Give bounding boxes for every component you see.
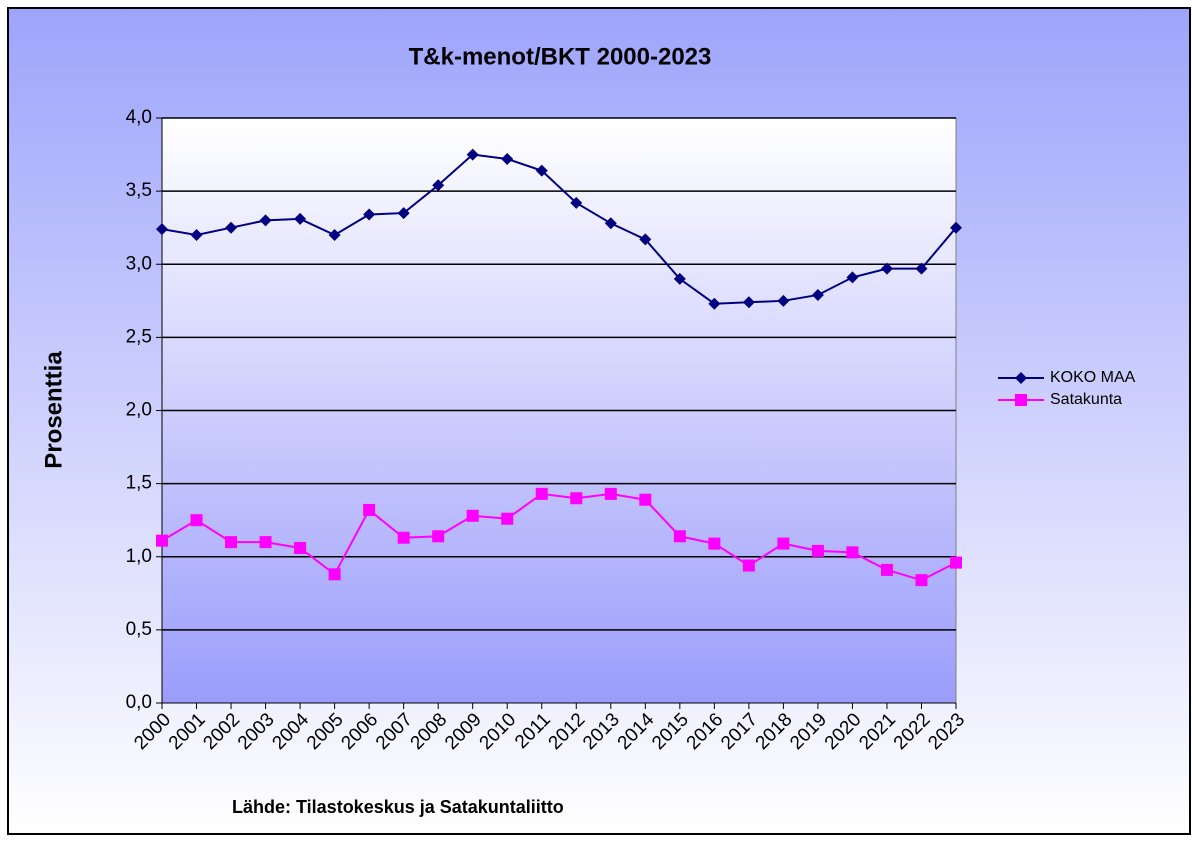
y-tick-label: 1,0 [126,546,152,567]
marker [846,271,859,284]
marker [639,233,652,246]
marker [950,556,962,569]
marker [708,297,721,310]
y-tick-label: 2,5 [126,326,152,347]
source-note: Lähde: Tilastokeskus ja Satakuntaliitto [232,797,564,817]
marker [466,148,479,161]
marker [535,487,548,500]
marker [639,493,652,506]
marker [328,568,341,581]
y-axis-label: Prosenttia [40,351,67,469]
marker [811,544,824,557]
marker [294,212,307,225]
marker [363,503,376,516]
marker [777,537,790,550]
y-tick-label: 0,5 [126,619,152,640]
marker [604,487,617,500]
marker [1015,394,1027,406]
marker [535,164,548,177]
y-tick-label: 1,5 [126,473,152,494]
marker [363,208,376,221]
y-tick-label: 4,0 [126,107,152,128]
marker [225,221,238,234]
marker [397,207,410,220]
marker [501,512,514,525]
marker [880,262,893,275]
marker [777,294,790,307]
marker [673,272,686,285]
marker [466,509,479,522]
marker [501,152,514,165]
marker [811,288,824,301]
marker [432,530,445,543]
y-tick-label: 3,5 [126,180,152,201]
marker [604,217,617,230]
marker [708,537,721,550]
marker [570,492,583,505]
marker [259,214,272,227]
marker [190,514,203,527]
y-tick-label: 0,0 [126,692,152,713]
marker [397,531,410,544]
marker [259,536,272,549]
marker [570,196,583,209]
marker [673,530,686,543]
marker [156,223,168,236]
marker [432,179,445,192]
legend-label: KOKO MAA [1050,369,1136,386]
legend-label: Satakunta [1050,391,1122,408]
marker [846,546,859,559]
marker [156,534,168,547]
marker [880,563,893,576]
y-tick-label: 3,0 [126,253,152,274]
y-tick-label: 2,0 [126,400,152,421]
marker [915,574,928,587]
marker [225,536,238,549]
marker [915,262,928,275]
marker [742,296,755,309]
marker [1015,372,1027,384]
chart-title: T&k-menot/BKT 2000-2023 [409,43,712,70]
marker [328,229,341,241]
marker [742,559,755,572]
marker [950,221,962,234]
marker [294,541,307,554]
marker [190,229,203,241]
